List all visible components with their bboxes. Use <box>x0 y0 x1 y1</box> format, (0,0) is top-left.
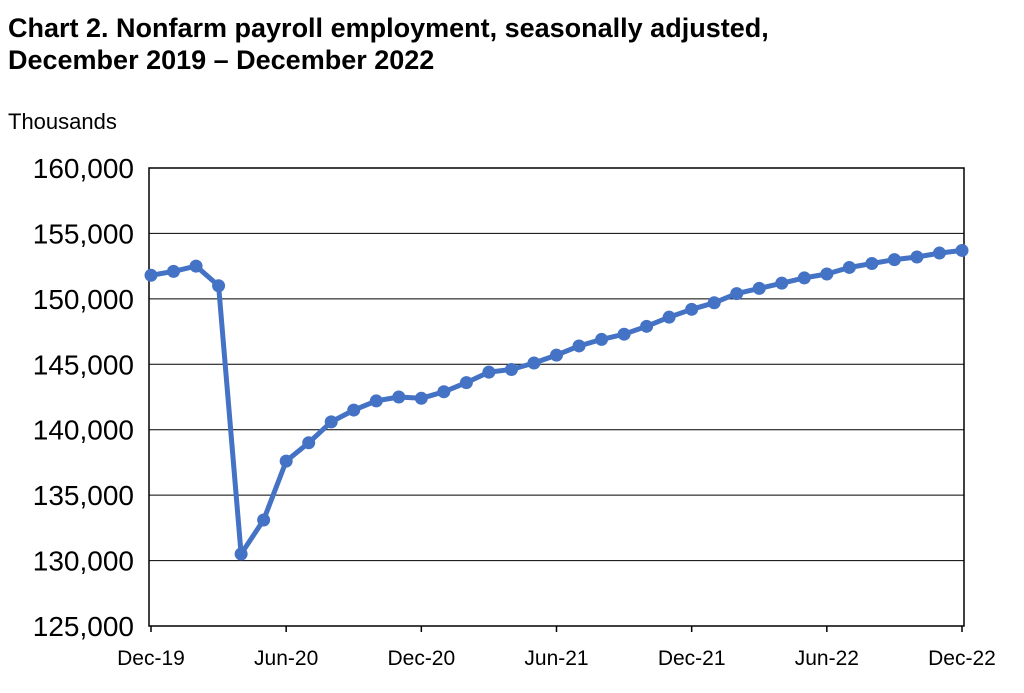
data-point <box>527 356 541 370</box>
data-point <box>302 436 316 450</box>
data-point <box>865 257 879 271</box>
chart-title-line-1: Chart 2. Nonfarm payroll employment, sea… <box>8 13 769 43</box>
data-point <box>504 363 518 377</box>
data-point <box>324 415 338 429</box>
data-point <box>617 327 631 341</box>
y-tick-label: 140,000 <box>33 415 134 446</box>
y-tick-label: 135,000 <box>33 480 134 511</box>
gridlines <box>149 232 964 562</box>
data-point <box>775 276 789 290</box>
y-axis-unit-label: Thousands <box>8 109 117 134</box>
data-points <box>144 243 969 561</box>
data-point <box>369 394 383 408</box>
data-point <box>414 391 428 405</box>
plot-area-frame <box>148 167 965 627</box>
data-point <box>550 348 563 362</box>
data-point <box>730 287 744 301</box>
y-tick-label: 155,000 <box>33 218 134 249</box>
data-point <box>482 365 496 379</box>
data-point <box>887 253 901 267</box>
data-point <box>910 250 924 264</box>
data-point <box>707 296 721 310</box>
y-axis-ticks: 125,000 130,000 135,000 140,000 145,000 150,0… <box>33 153 134 642</box>
x-axis-ticks: Dec-19 Jun-20 Dec-20 Jun-21 Dec-21 Jun-22 Dec-… <box>117 626 996 670</box>
x-tick-label: Dec-22 <box>928 647 996 670</box>
data-point <box>932 246 946 260</box>
data-point <box>685 302 699 316</box>
data-point <box>662 310 676 324</box>
data-point <box>167 264 181 278</box>
data-point <box>752 281 766 295</box>
data-point <box>640 319 654 333</box>
data-point <box>257 513 271 527</box>
x-tick-label: Dec-19 <box>117 647 185 670</box>
chart-title: Chart 2. Nonfarm payroll employment, sea… <box>8 12 769 76</box>
data-point <box>572 339 586 353</box>
y-tick-label: 145,000 <box>33 349 134 380</box>
data-point <box>595 332 609 346</box>
data-point <box>437 385 451 399</box>
x-tick-label: Jun-22 <box>795 647 859 670</box>
data-point <box>189 259 203 273</box>
x-tick-label: Jun-21 <box>524 647 588 670</box>
data-point <box>234 547 248 561</box>
data-point <box>279 454 293 468</box>
x-tick-label: Dec-21 <box>658 647 726 670</box>
series-line <box>148 247 965 557</box>
data-point <box>459 376 473 390</box>
y-tick-label: 160,000 <box>33 153 134 184</box>
data-point <box>955 243 969 257</box>
data-point <box>820 267 834 281</box>
y-tick-label: 150,000 <box>33 284 134 315</box>
y-tick-label: 125,000 <box>33 611 134 642</box>
chart-title-line-2: December 2019 – December 2022 <box>8 45 435 75</box>
data-point <box>144 268 158 282</box>
x-tick-label: Dec-20 <box>387 647 455 670</box>
y-tick-label: 130,000 <box>33 546 134 577</box>
data-point <box>212 279 226 293</box>
data-point <box>392 390 406 404</box>
data-point <box>797 271 811 285</box>
x-tick-label: Jun-20 <box>254 647 318 670</box>
data-point <box>842 260 856 274</box>
data-point <box>347 403 361 417</box>
